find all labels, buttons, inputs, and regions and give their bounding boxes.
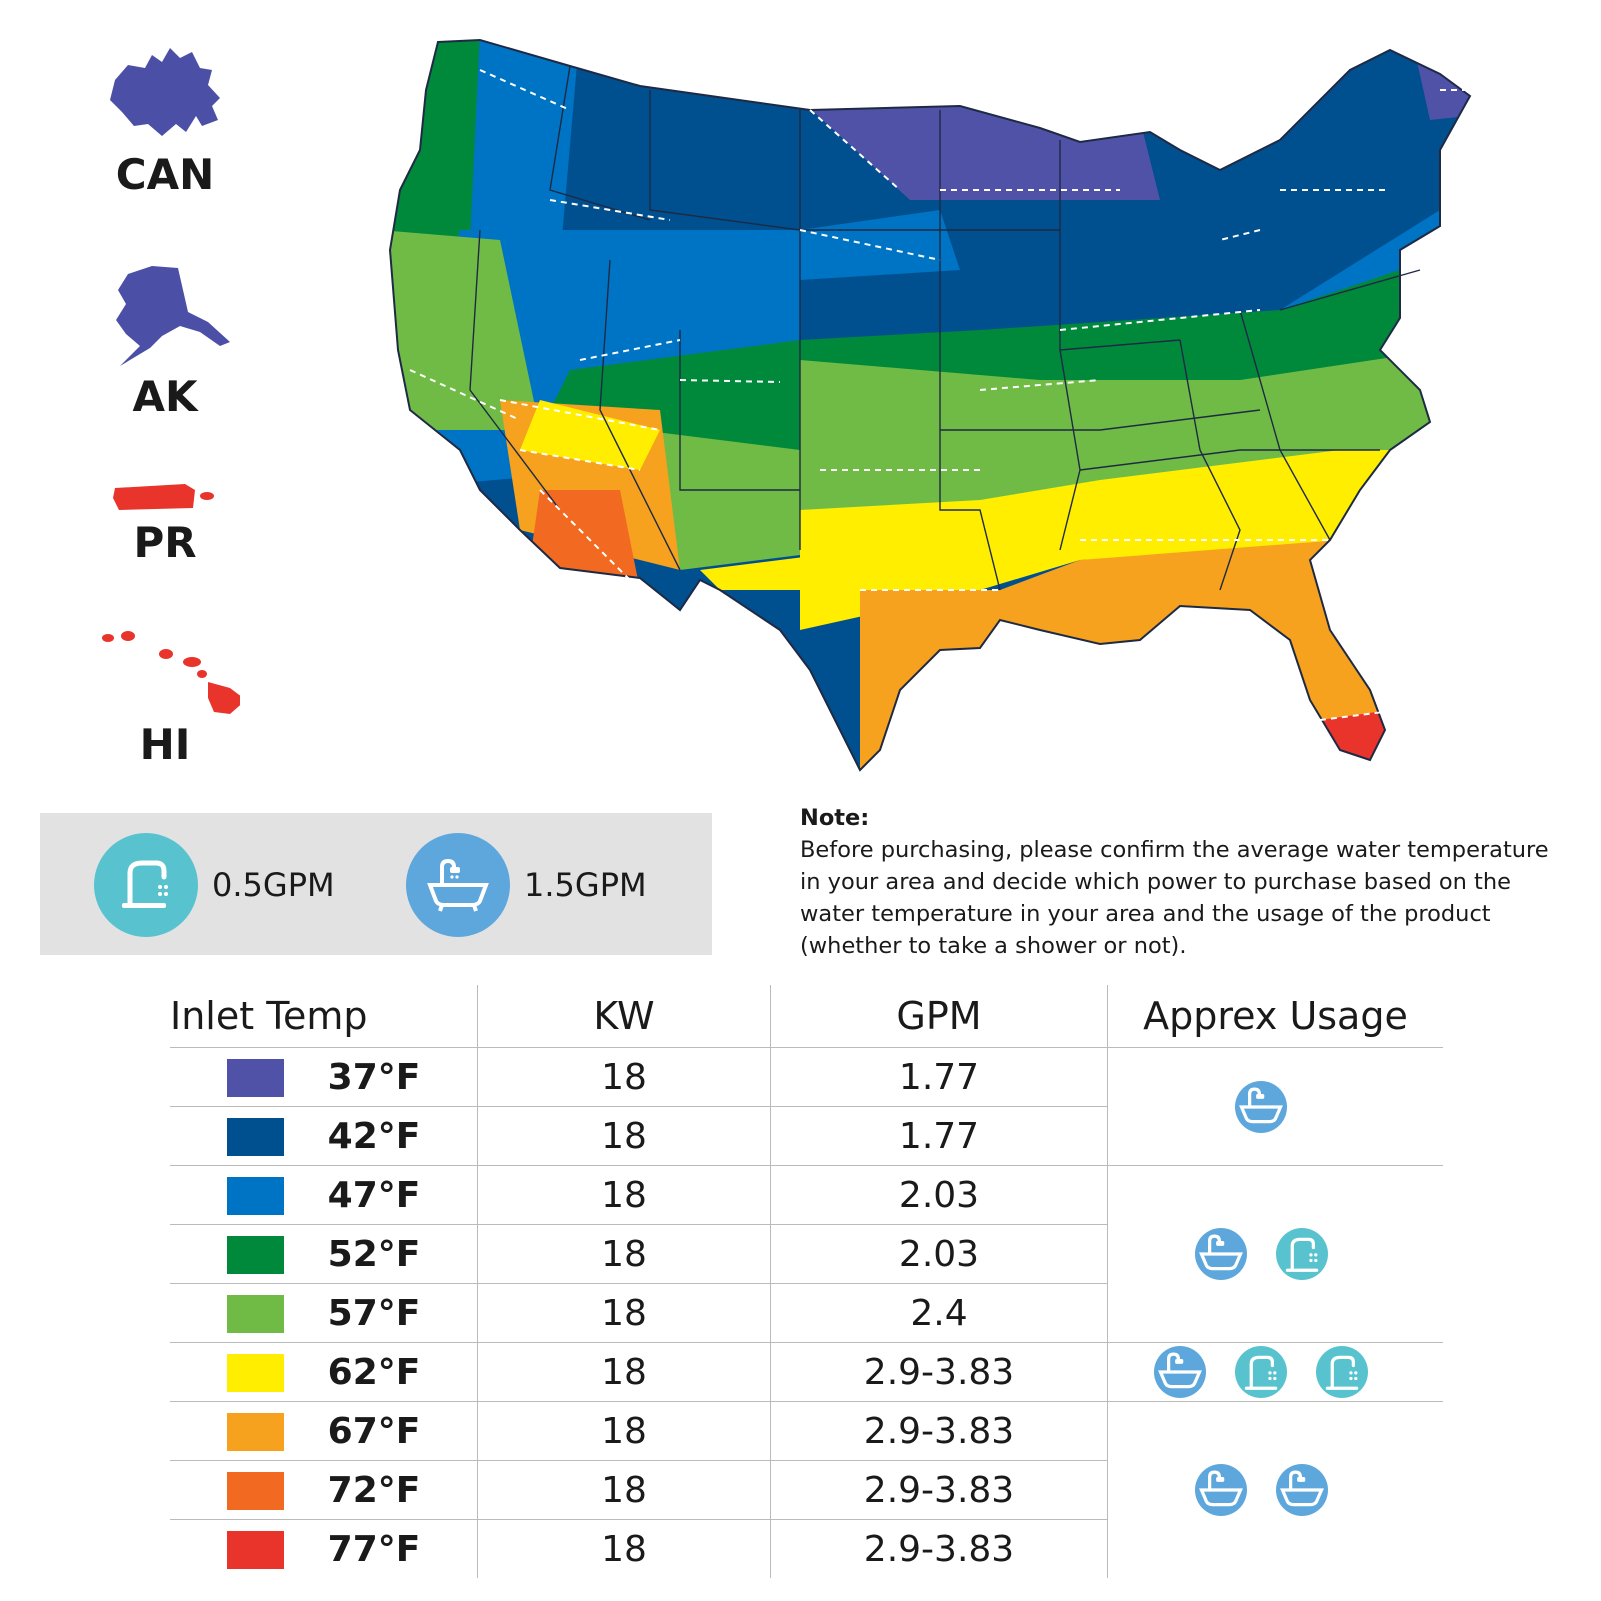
temperature-bands — [390, 40, 1470, 770]
cell-inlet-temp: 42°F — [170, 1106, 478, 1166]
table-row: 47°F 18 2.03 — [170, 1165, 1443, 1343]
cell-gpm: 2.03 — [770, 1165, 1108, 1225]
header-inlet-temp: Inlet Temp — [170, 985, 478, 1048]
color-swatch — [226, 1235, 284, 1274]
puerto-rico-shape — [113, 484, 214, 510]
cell-gpm: 2.9-3.83 — [770, 1342, 1108, 1402]
header-usage: Apprex Usage — [1107, 985, 1443, 1048]
note: Note: Before purchasing, please confirm … — [800, 802, 1575, 962]
temp-label: 62°F — [327, 1352, 421, 1394]
inset-label-hi: HI — [139, 720, 191, 769]
alaska-shape — [116, 266, 230, 366]
inset-label-pr: PR — [133, 518, 197, 567]
cell-kw: 18 — [477, 1460, 771, 1520]
inset-label-ak: AK — [132, 372, 198, 421]
cell-kw: 18 — [477, 1401, 771, 1461]
faucet-icon — [94, 833, 198, 937]
temp-label: 52°F — [327, 1234, 421, 1276]
gpm-item-faucet: 0.5GPM — [94, 833, 335, 937]
cell-inlet-temp: 37°F — [170, 1047, 478, 1107]
temp-label: 67°F — [327, 1411, 421, 1453]
header-kw: KW — [477, 985, 771, 1048]
gpm-item-bathtub: 1.5GPM — [406, 833, 647, 937]
bathtub-icon — [1235, 1080, 1287, 1133]
temp-label: 37°F — [327, 1057, 421, 1099]
cell-gpm: 2.9-3.83 — [770, 1460, 1108, 1520]
cell-inlet-temp: 72°F — [170, 1460, 478, 1520]
cell-kw: 18 — [477, 1519, 771, 1578]
cell-kw: 18 — [477, 1047, 771, 1107]
cell-kw: 18 — [477, 1342, 771, 1402]
table-row: 57°F 18 2.4 — [170, 1283, 1443, 1343]
color-swatch — [226, 1353, 284, 1392]
cell-kw: 18 — [477, 1106, 771, 1166]
gpm-label-1-5: 1.5GPM — [524, 866, 647, 904]
cell-kw: 18 — [477, 1165, 771, 1225]
temp-label: 77°F — [327, 1529, 421, 1571]
color-swatch — [226, 1058, 284, 1097]
cell-usage — [1107, 1047, 1443, 1166]
zone-boundaries — [409, 69, 1500, 721]
cell-gpm: 1.77 — [770, 1047, 1108, 1107]
inset-hawaii: HI — [80, 630, 250, 769]
cell-gpm: 1.77 — [770, 1106, 1108, 1166]
table-row: 72°F 18 2.9-3.83 — [170, 1460, 1443, 1520]
note-title: Note: — [800, 805, 870, 831]
header-gpm: GPM — [770, 985, 1108, 1048]
color-swatch — [226, 1294, 284, 1333]
cell-inlet-temp: 52°F — [170, 1224, 478, 1284]
cell-inlet-temp: 57°F — [170, 1283, 478, 1343]
inset-canada: CAN — [80, 40, 250, 199]
faucet-icon — [1235, 1346, 1287, 1398]
cell-gpm: 2.9-3.83 — [770, 1519, 1108, 1578]
temp-label: 57°F — [327, 1293, 421, 1335]
cell-inlet-temp: 77°F — [170, 1519, 478, 1578]
cell-inlet-temp: 62°F — [170, 1342, 478, 1402]
cell-gpm: 2.9-3.83 — [770, 1401, 1108, 1461]
color-swatch — [226, 1176, 284, 1215]
bathtub-icon — [1275, 1464, 1328, 1516]
temperature-table: Inlet Temp KW GPM Apprex Usage 37°F 18 1.7… — [170, 985, 1443, 1578]
color-swatch — [226, 1412, 284, 1451]
color-swatch — [226, 1117, 284, 1156]
color-swatch — [226, 1530, 284, 1569]
cell-gpm: 2.03 — [770, 1224, 1108, 1284]
cell-usage — [1108, 1402, 1444, 1579]
inset-alaska: AK — [80, 262, 250, 421]
state-borders — [469, 65, 1421, 591]
gpm-label-0-5: 0.5GPM — [212, 866, 335, 904]
hawaii-shape — [102, 631, 240, 714]
temp-label: 72°F — [327, 1470, 421, 1512]
cell-kw: 18 — [477, 1224, 771, 1284]
bathtub-icon — [1154, 1346, 1206, 1398]
cell-usage — [1107, 1165, 1443, 1343]
temp-label: 47°F — [327, 1175, 421, 1217]
faucet-icon — [1275, 1228, 1328, 1280]
gpm-legend: 0.5GPM 1.5GPM — [40, 813, 712, 955]
table-row: 37°F 18 1.77 — [170, 1047, 1443, 1166]
faucet-icon — [1316, 1346, 1368, 1398]
note-body: Before purchasing, please confirm the av… — [800, 837, 1549, 959]
table-row: 52°F 18 2.03 — [170, 1224, 1443, 1284]
inset-label-can: CAN — [115, 150, 215, 199]
table-row: 62°F 18 2.9-3.83 — [170, 1342, 1443, 1402]
cell-inlet-temp: 47°F — [170, 1165, 478, 1225]
cell-gpm: 2.4 — [770, 1283, 1108, 1343]
bathtub-icon — [406, 833, 510, 937]
table-row: 67°F 18 2.9-3.83 — [170, 1401, 1443, 1516]
cell-usage — [1107, 1342, 1443, 1402]
canada-shape — [110, 48, 220, 136]
table-row: 42°F 18 1.77 — [170, 1106, 1443, 1166]
bathtub-icon — [1194, 1464, 1247, 1516]
cell-kw: 18 — [477, 1283, 771, 1343]
temp-label: 42°F — [327, 1116, 421, 1158]
table-row: 77°F 18 2.9-3.83 — [170, 1519, 1443, 1578]
color-swatch — [226, 1471, 284, 1510]
bathtub-icon — [1194, 1228, 1247, 1280]
us-water-temperature-map — [388, 38, 1500, 772]
cell-inlet-temp: 67°F — [170, 1401, 478, 1461]
inset-puerto-rico: PR — [80, 478, 250, 567]
table-header-row: Inlet Temp KW GPM Apprex Usage — [170, 985, 1443, 1048]
